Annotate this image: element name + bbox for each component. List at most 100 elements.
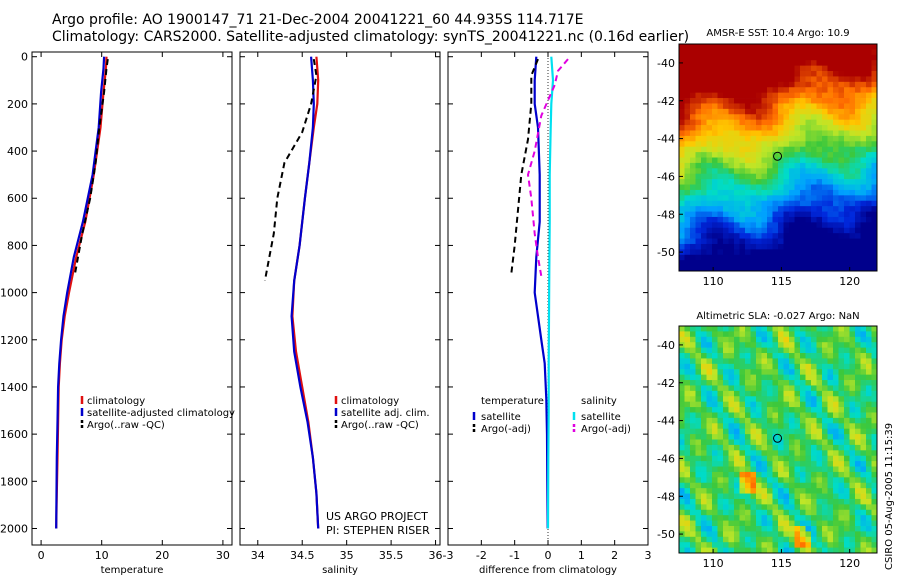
map-cell (816, 450, 823, 457)
map-cell (684, 189, 691, 196)
map-cell (822, 525, 828, 532)
map-cell (717, 222, 724, 229)
map-cell (789, 157, 795, 164)
map-cell (816, 428, 823, 435)
map-cell (855, 216, 861, 223)
map-cell (866, 76, 872, 83)
map-cell (745, 498, 751, 505)
map-cell (690, 417, 696, 424)
map-cell (811, 531, 817, 538)
map-cell (844, 189, 850, 196)
map-cell (844, 428, 850, 435)
series-line-satellite-adjusted-climatology (55, 56, 106, 529)
map-cell (712, 428, 718, 435)
map-cell (756, 347, 762, 354)
map-cell (706, 455, 713, 462)
map-cell (811, 103, 817, 110)
map-cell (690, 60, 696, 67)
map-cell (695, 103, 702, 110)
map-cell (866, 135, 872, 142)
x-tick-label: 110 (703, 275, 724, 288)
map-cell (778, 498, 784, 505)
map-cell (723, 369, 729, 376)
map-cell (849, 211, 856, 218)
map-cell (717, 542, 724, 548)
map-cell (701, 369, 707, 376)
map-cell (684, 119, 691, 126)
map-cell (811, 358, 817, 365)
map-cell (794, 179, 801, 185)
map-cell (805, 542, 812, 548)
map-cell (772, 380, 779, 386)
map-cell (767, 65, 773, 72)
map-cell (717, 342, 724, 349)
x-axis-label: salinity (322, 565, 358, 576)
map-cell (701, 504, 707, 511)
map-cell (860, 531, 867, 538)
map-cell (756, 71, 762, 77)
map-cell (695, 385, 702, 392)
map-cell (855, 374, 861, 381)
map-cell (712, 114, 718, 121)
map-cell (734, 331, 740, 338)
map-cell (684, 412, 691, 419)
map-cell (860, 71, 867, 77)
map-cell (750, 162, 757, 169)
x-tick-label: 0 (545, 549, 552, 562)
map-cell (778, 157, 784, 164)
map-cell (833, 227, 839, 234)
y-tick-label: -48 (657, 208, 675, 221)
map-cell (844, 385, 850, 392)
map-cell (701, 173, 707, 180)
map-cell (767, 44, 773, 50)
map-cell (739, 108, 746, 115)
map-cell (800, 531, 806, 538)
map-cell (690, 466, 696, 473)
map-cell (701, 98, 707, 104)
map-cell (701, 498, 707, 505)
map-cell (728, 504, 735, 511)
map-cell (772, 184, 779, 191)
map-cell (712, 488, 718, 494)
map-cell (789, 81, 795, 88)
map-cell (739, 146, 746, 153)
map-frame (678, 43, 878, 272)
map-cell (866, 434, 872, 440)
map-cell (833, 390, 839, 397)
map-cell (723, 347, 729, 354)
map-cell (706, 162, 713, 169)
map-cell (712, 238, 718, 245)
map-cell (706, 401, 713, 408)
map-cell (734, 130, 740, 137)
map-cell (712, 342, 718, 349)
map-cell (767, 265, 773, 272)
map-cell (833, 504, 839, 511)
map-cell (816, 520, 823, 527)
map-cell (739, 547, 746, 554)
map-cell (800, 396, 806, 403)
map-cell (816, 168, 823, 175)
map-cell (767, 520, 773, 527)
map-cell (822, 233, 828, 239)
map-cell (756, 331, 762, 338)
legend-label: climatology (87, 396, 145, 407)
map-cell (778, 206, 784, 212)
map-cell (772, 76, 779, 83)
map-cell (849, 450, 856, 457)
map-cell (855, 417, 861, 424)
map-cell (805, 87, 812, 94)
map-cell (734, 509, 740, 516)
map-cell (756, 450, 762, 457)
map-cell (866, 189, 872, 196)
map-cell (717, 141, 724, 148)
map-cell (811, 130, 817, 137)
map-cell (800, 482, 806, 489)
map-cell (805, 265, 812, 272)
map-cell (827, 488, 834, 494)
map-cell (822, 141, 828, 148)
map-cell (849, 455, 856, 462)
map-cell (706, 525, 713, 532)
map-cell (712, 233, 718, 239)
map-cell (723, 488, 729, 494)
